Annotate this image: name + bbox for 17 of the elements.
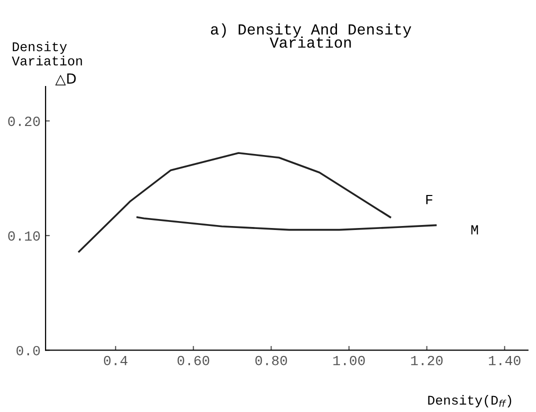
line-series bbox=[136, 216, 437, 231]
x-tick-label: 0.80 bbox=[255, 356, 288, 366]
text: F bbox=[426, 194, 432, 204]
y-tick-label: 0.10 bbox=[8, 231, 40, 241]
text: △D bbox=[55, 74, 76, 86]
y-axis-title: Density Variation bbox=[12, 42, 82, 66]
x-axis-title: Density(D$_{ff}$) bbox=[428, 395, 512, 408]
line-series bbox=[78, 152, 392, 253]
text: M bbox=[471, 225, 478, 234]
chart-title: a) Density And Density Variation bbox=[210, 23, 412, 48]
x-tick-label: 1.00 bbox=[333, 356, 365, 366]
x-tick-label: 0.60 bbox=[178, 356, 210, 366]
x-tick-label: 1.40 bbox=[488, 356, 520, 366]
y-tick-label: 0.0 bbox=[16, 346, 40, 356]
y-tick-label: 0.20 bbox=[8, 116, 40, 126]
x-tick-label: 1.20 bbox=[411, 356, 443, 366]
x-tick-label: 0.4 bbox=[104, 356, 128, 366]
